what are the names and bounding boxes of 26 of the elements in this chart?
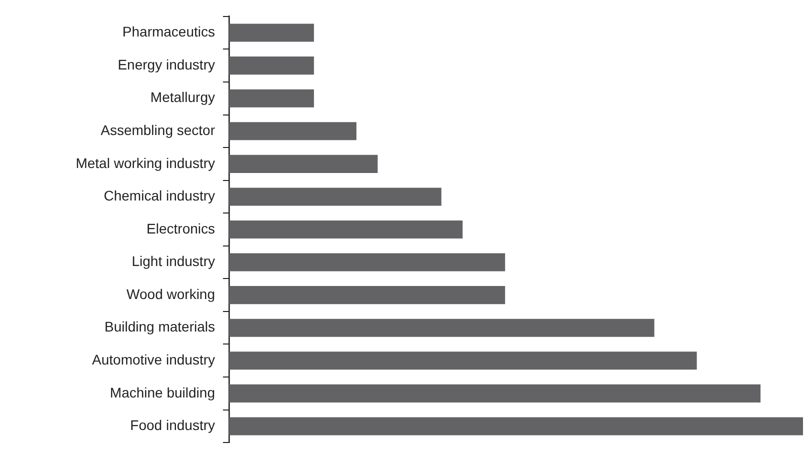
bar: [229, 220, 463, 239]
y-tick-label: Metal working industry: [76, 154, 215, 171]
y-tick-label: Wood working: [126, 286, 215, 302]
bar: [229, 253, 506, 272]
y-tick-label: Metallurgy: [150, 89, 215, 106]
bar: [229, 384, 761, 402]
y-tick-label: Food industry: [130, 417, 215, 434]
bar: [229, 56, 314, 75]
bar: [229, 24, 314, 42]
y-tick-label: Automotive industry: [92, 352, 215, 368]
y-tick-label: Energy industry: [118, 56, 215, 72]
y-tick-label: Light industry: [132, 253, 215, 270]
bar: [229, 154, 378, 173]
y-tick-label: Assembling sector: [100, 122, 216, 138]
bar: [229, 352, 697, 370]
bar: [229, 286, 506, 304]
y-tick-label: Building materials: [104, 318, 215, 335]
bar: [229, 188, 442, 206]
y-tick-label: Machine building: [110, 384, 215, 400]
bar: [229, 89, 314, 108]
y-tick-label: Pharmaceutics: [122, 24, 215, 40]
bar: [229, 417, 803, 436]
y-tick-label: Electronics: [146, 220, 215, 236]
bar: [229, 318, 654, 337]
y-tick-label: Chemical industry: [104, 188, 215, 204]
bar: [229, 122, 356, 140]
